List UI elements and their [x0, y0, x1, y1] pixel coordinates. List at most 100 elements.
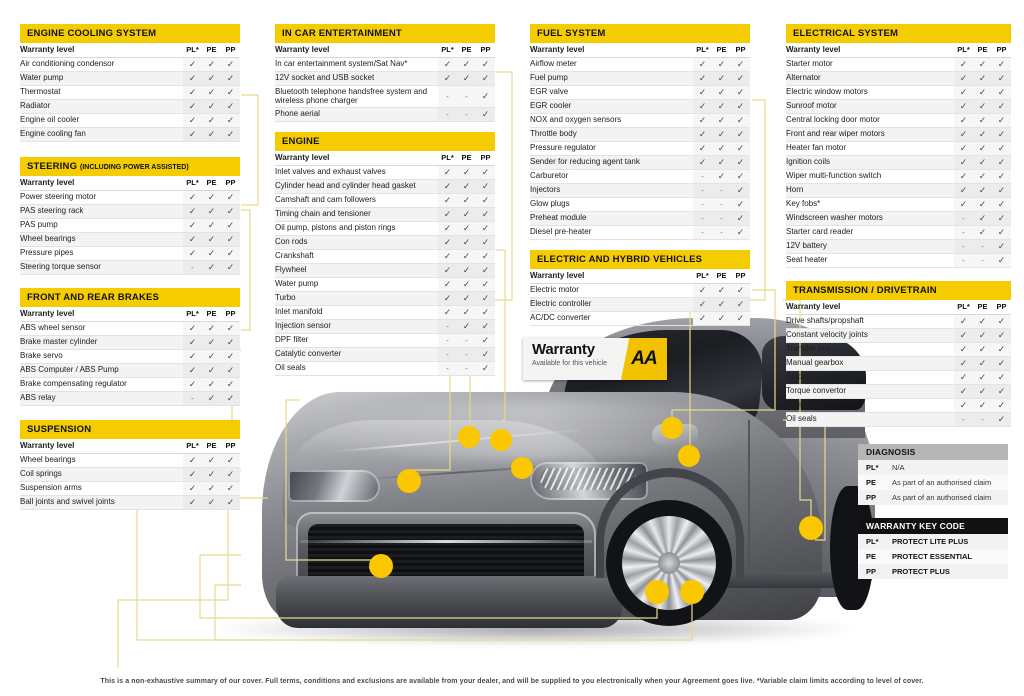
row-mark-pe: ✓	[712, 283, 731, 298]
row-mark-pe: ✓	[202, 204, 221, 219]
row-mark-pp: ✓	[731, 85, 750, 100]
row-label: Starter motor	[786, 57, 954, 72]
table-row: Radiator ✓ ✓ ✓	[20, 99, 240, 114]
row-mark-pe: ✓	[202, 57, 221, 72]
table-fuel-system: Warranty level PL* PE PP Airflow meter ✓ ✓ ✓ Fue…	[530, 43, 750, 240]
row-mark-pp: ✓	[221, 113, 240, 128]
row-label: Turbo	[275, 291, 438, 306]
table-header-row: Warranty level PL* PE PP	[20, 439, 240, 454]
row-mark-pe: -	[457, 85, 476, 108]
row-label: Air conditioning condensor	[20, 57, 183, 72]
row-label: Differential	[786, 398, 954, 413]
table-header-row: Warranty level PL* PE PP	[275, 43, 495, 58]
row-mark-pe: ✓	[457, 207, 476, 222]
row-mark-pp: ✓	[992, 398, 1011, 413]
column-header-pl: PL*	[183, 439, 202, 454]
table-transmission-drivetrain: Warranty level PL* PE PP Drive shafts/propsh…	[786, 300, 1011, 427]
row-mark-pl: ✓	[954, 197, 973, 212]
legend-key: PL*	[866, 463, 879, 472]
row-mark-pp: ✓	[992, 314, 1011, 329]
row-mark-pl: ✓	[954, 169, 973, 184]
row-label: Inlet manifold	[275, 305, 438, 320]
panel-fuel-system: FUEL SYSTEM Warranty level PL* PE PP Airflow …	[530, 24, 750, 240]
row-label: Torque convertor	[786, 384, 954, 399]
row-mark-pe: ✓	[973, 398, 992, 413]
warranty-badge: Warranty Available for this vehicle AA	[523, 338, 667, 380]
row-mark-pp: ✓	[476, 107, 495, 122]
row-mark-pe: ✓	[973, 384, 992, 399]
row-mark-pe: ✓	[457, 193, 476, 208]
row-mark-pl: ✓	[954, 384, 973, 399]
row-mark-pp: ✓	[476, 291, 495, 306]
row-label: 12V socket and USB socket	[275, 71, 438, 86]
row-mark-pe: -	[973, 239, 992, 254]
row-mark-pp: ✓	[731, 57, 750, 72]
panel-title-front-and-rear-brakes: FRONT AND REAR BRAKES	[20, 288, 240, 307]
row-mark-pp: ✓	[476, 85, 495, 108]
row-mark-pe: ✓	[457, 319, 476, 334]
table-row: Wiper multi-function switch ✓ ✓ ✓	[786, 169, 1011, 184]
row-mark-pl: ✓	[954, 71, 973, 86]
table-row: DPF filter - - ✓	[275, 333, 495, 348]
legend-key: PP	[866, 493, 877, 502]
table-row: Torque convertor ✓ ✓ ✓	[786, 384, 1011, 399]
row-mark-pl: ✓	[183, 113, 202, 128]
row-mark-pp: ✓	[221, 71, 240, 86]
row-mark-pp: ✓	[476, 57, 495, 72]
column-header-pp: PP	[992, 43, 1011, 58]
row-label: Power steering motor	[20, 190, 183, 205]
row-mark-pe: ✓	[973, 99, 992, 114]
row-mark-pe: ✓	[973, 211, 992, 226]
row-mark-pp: ✓	[221, 246, 240, 261]
legend-row: PE PROTECT ESSENTIAL	[858, 549, 1008, 564]
car-grille-chrome-trim	[300, 540, 592, 543]
row-label: Oil seals	[786, 412, 954, 427]
row-mark-pp: ✓	[992, 412, 1011, 427]
legend-key: PP	[866, 567, 877, 576]
aa-logo: AA	[621, 338, 667, 380]
row-mark-pp: ✓	[221, 204, 240, 219]
row-mark-pe: ✓	[202, 467, 221, 482]
table-row: NOX and oxygen sensors ✓ ✓ ✓	[530, 113, 750, 128]
legend-key: PL*	[866, 537, 879, 546]
row-mark-pp: ✓	[221, 127, 240, 142]
table-row: Water pump ✓ ✓ ✓	[275, 277, 495, 292]
row-mark-pp: ✓	[221, 495, 240, 510]
panel-suspension: SUSPENSION Warranty level PL* PE PP Wheel bea…	[20, 420, 240, 510]
row-mark-pp: ✓	[476, 179, 495, 194]
row-label: In car entertainment system/Sat Nav*	[275, 57, 438, 72]
row-mark-pe: ✓	[202, 377, 221, 392]
table-row: Con rods ✓ ✓ ✓	[275, 235, 495, 250]
row-label: Cylinder head and cylinder head gasket	[275, 179, 438, 194]
table-row: Constant velocity joints ✓ ✓ ✓	[786, 328, 1011, 343]
row-label: Brake compensating regulator	[20, 377, 183, 392]
row-mark-pl: ✓	[954, 141, 973, 156]
row-label: Electric window motors	[786, 85, 954, 100]
table-row: Drive shafts/propshaft ✓ ✓ ✓	[786, 314, 1011, 329]
warranty-key-code-title: WARRANTY KEY CODE	[858, 518, 1008, 534]
row-mark-pp: ✓	[731, 155, 750, 170]
table-engine-cooling-system: Warranty level PL* PE PP Air conditioning co…	[20, 43, 240, 142]
table-row: Front and rear wiper motors ✓ ✓ ✓	[786, 127, 1011, 142]
row-mark-pe: ✓	[712, 71, 731, 86]
row-mark-pp: ✓	[731, 297, 750, 312]
column-header-pe: PE	[202, 307, 221, 322]
row-mark-pe: ✓	[973, 356, 992, 371]
row-mark-pp: ✓	[221, 377, 240, 392]
row-mark-pl: ✓	[183, 204, 202, 219]
row-mark-pl: ✓	[693, 141, 712, 156]
table-row: Engine oil cooler ✓ ✓ ✓	[20, 113, 240, 128]
table-engine: Warranty level PL* PE PP Inlet valves and ex…	[275, 151, 495, 376]
row-mark-pl: ✓	[183, 495, 202, 510]
row-mark-pl: ✓	[438, 221, 457, 236]
table-row: Preheat module - - ✓	[530, 211, 750, 226]
table-header-row: Warranty level PL* PE PP	[530, 269, 750, 284]
row-label: Throttle body	[530, 127, 693, 142]
row-mark-pe: -	[457, 107, 476, 122]
panel-engine: ENGINE Warranty level PL* PE PP Inlet valves …	[275, 132, 495, 376]
row-mark-pl: -	[183, 260, 202, 275]
row-label: Oil pump, pistons and piston rings	[275, 221, 438, 236]
row-label: Pressure pipes	[20, 246, 183, 261]
row-mark-pl: ✓	[183, 99, 202, 114]
row-mark-pl: -	[438, 107, 457, 122]
